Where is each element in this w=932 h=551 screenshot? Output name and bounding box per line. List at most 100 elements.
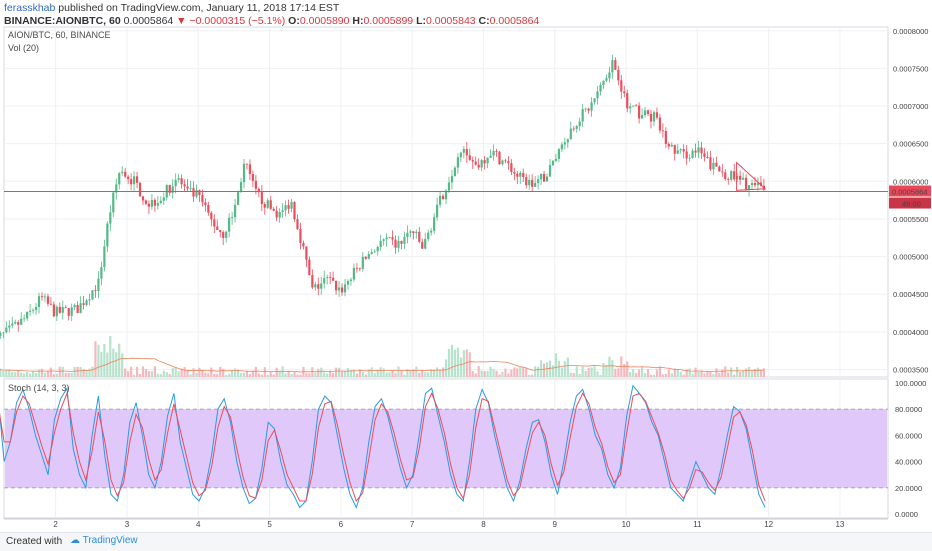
price-change: −0.0000315 (−5.1%): [189, 15, 286, 27]
candle-body: [55, 306, 58, 317]
volume-bar: [525, 368, 528, 377]
volume-bar: [275, 367, 278, 377]
volume-bar: [554, 353, 558, 377]
volume-bar: [762, 368, 765, 377]
candle-body: [730, 171, 733, 180]
volume-bar: [474, 373, 477, 377]
volume-bar: [332, 372, 335, 377]
volume-bar: [311, 367, 314, 377]
candle-body: [118, 173, 121, 185]
candle-body: [421, 241, 424, 249]
candle-body: [242, 163, 246, 183]
candle-body: [661, 130, 664, 132]
author-link[interactable]: ferasskhab: [4, 2, 56, 14]
volume-bar: [70, 372, 73, 377]
volume-bar: [290, 373, 293, 377]
volume-bar: [186, 370, 189, 377]
candle-body: [349, 279, 353, 282]
candle-body: [150, 199, 154, 207]
volume-bar: [444, 359, 448, 377]
volume-bar: [293, 371, 296, 377]
volume-bar: [557, 360, 561, 377]
volume-bar: [750, 370, 754, 377]
candle-body: [492, 150, 495, 156]
volume-bar: [171, 368, 174, 377]
candle-body: [542, 173, 546, 182]
candle-body: [109, 212, 112, 224]
candle-body: [587, 108, 590, 111]
volume-bar: [55, 373, 58, 377]
candle-body: [694, 150, 697, 153]
candle-body: [697, 147, 700, 153]
candle-body: [127, 176, 130, 180]
price-tick-label: 0.0006500: [893, 140, 928, 149]
volume-bar: [501, 371, 504, 377]
current-price-tag: [889, 185, 931, 197]
volume-bar: [673, 368, 676, 377]
candle-body: [581, 109, 584, 122]
candle-body: [516, 173, 519, 177]
volume-bar: [213, 373, 216, 377]
candle-body: [121, 171, 124, 174]
volume-bar: [418, 372, 421, 377]
candle-body: [724, 172, 727, 180]
candle-body: [88, 299, 91, 301]
volume-bar: [483, 371, 486, 377]
candle-body: [236, 191, 240, 205]
candle-body: [144, 200, 148, 204]
volume-bar: [421, 369, 424, 377]
volume-bar: [103, 344, 106, 377]
candle-body: [201, 194, 204, 203]
volume-bar: [364, 374, 367, 377]
candle-body: [153, 199, 156, 206]
candle-body: [171, 186, 174, 193]
chart-canvas[interactable]: 0.0008000 0.0007500 0.0007000 0.0006500 0.00…: [0, 0, 932, 532]
volume-bar: [257, 373, 260, 377]
volume-bar: [510, 369, 513, 377]
candle-body: [474, 161, 477, 165]
volume-bar: [228, 373, 231, 377]
candle-body: [64, 307, 67, 309]
stoch-tick-label: 80.0000: [895, 405, 922, 414]
volume-bar: [542, 363, 546, 377]
candle-body: [332, 277, 335, 281]
tradingview-logo-icon[interactable]: ☁ TradingView: [70, 535, 138, 546]
volume-bar: [623, 364, 626, 377]
volume-bar: [498, 374, 501, 377]
volume-bar: [676, 369, 679, 377]
volume-bar: [534, 366, 537, 377]
volume-bar: [596, 371, 599, 377]
candle-body: [34, 307, 38, 311]
candle-body: [130, 179, 133, 185]
candle-body: [180, 178, 183, 185]
volume-bar: [210, 367, 213, 377]
volume-bar: [67, 372, 70, 377]
candle-body: [189, 188, 192, 189]
candle-body: [248, 164, 252, 175]
volume-bar: [314, 372, 317, 377]
candle-body: [299, 229, 302, 243]
volume-bar: [385, 372, 388, 377]
candle-body: [195, 190, 198, 197]
volume-bar: [424, 372, 427, 377]
candle-body: [210, 212, 213, 220]
candle-body: [17, 322, 20, 325]
volume-bar: [753, 368, 757, 377]
volume-bar: [376, 369, 379, 377]
volume-bar: [337, 367, 341, 377]
volume-bar: [736, 366, 739, 377]
candle-body: [343, 284, 347, 293]
candle-body: [682, 149, 685, 152]
candle-body: [756, 182, 760, 186]
candle-body: [575, 126, 578, 129]
volume-bar: [79, 366, 82, 377]
volume-bar: [97, 344, 100, 377]
volume-bar: [724, 366, 727, 377]
candle-body: [61, 307, 64, 313]
volume-bar: [578, 373, 581, 377]
current-price-label: 0.0005864: [892, 188, 927, 197]
candle-body: [652, 112, 656, 122]
candle-body: [620, 80, 623, 92]
volume-bar: [94, 341, 97, 377]
volume-bar: [400, 370, 403, 377]
